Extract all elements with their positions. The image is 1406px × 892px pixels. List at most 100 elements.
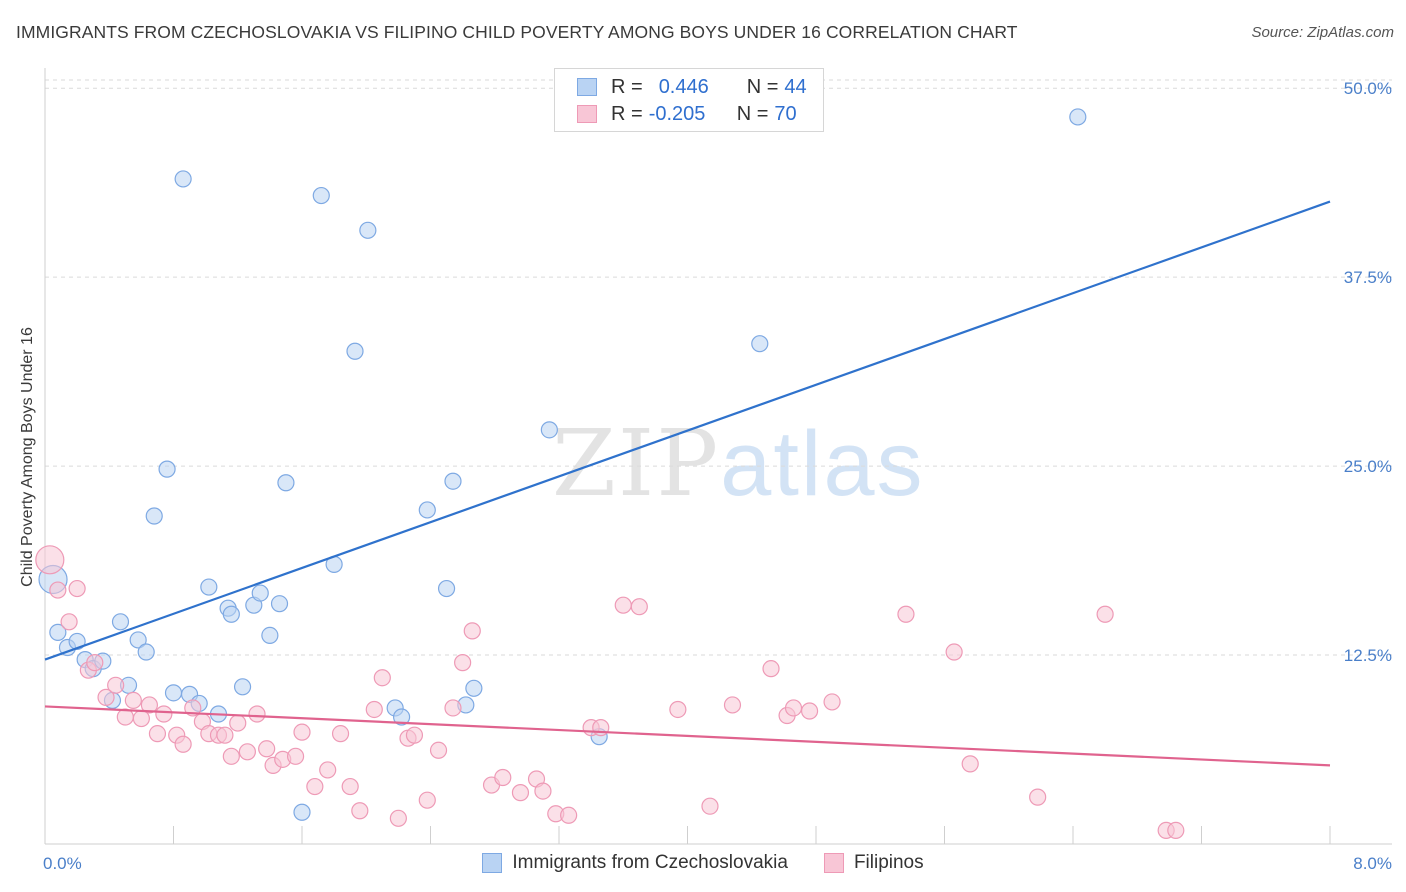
data-point-czechoslovakia [200, 578, 218, 596]
series-name-filipinos: Filipinos [853, 852, 924, 873]
legend: R = 0.446 N = 44 R = -0.205 N = 70 [554, 68, 824, 132]
data-point-filipinos [155, 705, 173, 723]
legend-n-value: 70 [774, 102, 797, 125]
data-point-czechoslovakia [129, 631, 147, 649]
data-point-czechoslovakia [540, 421, 558, 439]
watermark-zip: ZIP [552, 410, 721, 517]
data-point-czechoslovakia [277, 474, 295, 492]
data-point-filipinos [351, 802, 369, 820]
series-swatch-pink [823, 853, 844, 873]
data-point-czechoslovakia [261, 626, 279, 645]
data-point-filipinos [534, 782, 552, 800]
data-point-filipinos [405, 726, 424, 744]
data-point-czechoslovakia [346, 342, 364, 360]
legend-swatch-pink [577, 105, 597, 123]
data-point-filipinos [454, 654, 472, 672]
data-point-filipinos [389, 809, 407, 827]
data-point-filipinos [630, 598, 648, 616]
data-point-filipinos [341, 777, 359, 796]
data-point-czechoslovakia [174, 170, 192, 188]
data-point-czechoslovakia [437, 579, 456, 598]
y-tick-label: 12.5% [1344, 646, 1392, 665]
data-point-czechoslovakia [418, 501, 436, 519]
data-point-filipinos [97, 688, 115, 706]
data-point-filipinos [174, 735, 192, 753]
data-point-filipinos [229, 714, 247, 732]
data-point-filipinos [1167, 821, 1185, 839]
data-point-filipinos [238, 743, 256, 761]
data-point-filipinos [148, 725, 167, 743]
series-legend: Immigrants from Czechoslovakia Filipinos [0, 852, 1406, 874]
data-point-filipinos [463, 622, 481, 640]
data-point-filipinos [373, 669, 391, 687]
data-point-filipinos [494, 768, 512, 787]
x-tick-label: 0.0% [43, 854, 82, 873]
data-point-czechoslovakia [49, 623, 67, 641]
data-point-filipinos [258, 740, 276, 758]
data-point-filipinos [945, 643, 963, 661]
data-point-filipinos [68, 579, 86, 598]
data-point-czechoslovakia [68, 632, 86, 651]
data-point-filipinos [614, 596, 632, 614]
data-point-filipinos [823, 693, 841, 711]
data-point-filipinos [35, 545, 65, 575]
data-point-filipinos [49, 581, 67, 599]
data-point-filipinos [306, 777, 324, 796]
watermark: ZIPatlas [552, 410, 925, 517]
data-point-filipinos [511, 784, 530, 802]
y-axis-label: Child Poverty Among Boys Under 16 [19, 327, 36, 587]
y-tick-label: 37.5% [1344, 268, 1392, 287]
data-point-filipinos [800, 702, 819, 720]
data-point-filipinos [216, 726, 234, 744]
x-tick-label: 8.0% [1353, 854, 1392, 873]
data-point-czechoslovakia [392, 708, 411, 726]
data-point-czechoslovakia [312, 186, 330, 205]
y-tick-label: 25.0% [1344, 457, 1392, 476]
series-name-czechoslovakia: Immigrants from Czechoslovakia [512, 852, 788, 873]
data-point-czechoslovakia [293, 803, 311, 821]
y-tick-label: 50.0% [1344, 79, 1392, 98]
data-point-filipinos [331, 725, 350, 743]
data-point-czechoslovakia [270, 595, 289, 613]
data-point-filipinos [784, 699, 803, 717]
data-point-czechoslovakia [444, 472, 462, 490]
data-point-czechoslovakia [251, 584, 269, 602]
legend-r-value: -0.205 [648, 102, 706, 125]
data-point-filipinos [723, 696, 742, 714]
data-point-filipinos [140, 696, 159, 714]
series-swatch-blue [482, 853, 503, 873]
trend-line-czechoslovakia [44, 200, 1331, 661]
legend-row-blue: R = 0.446 N = 44 [577, 75, 807, 99]
legend-r-label: R = [611, 102, 643, 125]
trend-line-filipinos [44, 705, 1331, 767]
data-point-czechoslovakia [158, 460, 176, 478]
data-point-filipinos [429, 741, 448, 759]
data-point-czechoslovakia [222, 605, 240, 623]
legend-swatch-blue [577, 78, 597, 96]
data-point-czechoslovakia [111, 613, 130, 631]
data-point-filipinos [248, 705, 266, 723]
series-legend-item-czechoslovakia: Immigrants from Czechoslovakia [482, 852, 788, 874]
data-point-filipinos [107, 676, 125, 694]
data-point-czechoslovakia [233, 678, 252, 696]
data-point-filipinos [1096, 605, 1114, 623]
data-point-czechoslovakia [164, 684, 183, 702]
watermark-atlas: atlas [720, 413, 925, 515]
data-point-filipinos [60, 613, 78, 631]
legend-n-value: 44 [784, 75, 807, 98]
data-point-czechoslovakia [751, 335, 769, 353]
data-point-czechoslovakia [1069, 108, 1087, 126]
series-legend-item-filipinos: Filipinos [823, 852, 924, 874]
legend-n-label: N = [736, 102, 769, 125]
legend-r-label: R = [611, 75, 643, 98]
data-point-filipinos [560, 806, 578, 824]
data-point-filipinos [365, 700, 383, 719]
chart-source: Source: ZipAtlas.com [1251, 24, 1394, 41]
data-point-czechoslovakia [465, 679, 483, 697]
data-point-filipinos [418, 791, 436, 809]
data-point-czechoslovakia [145, 507, 163, 525]
data-point-filipinos [897, 605, 915, 623]
data-point-filipinos [86, 654, 104, 672]
data-point-filipinos [669, 700, 687, 719]
